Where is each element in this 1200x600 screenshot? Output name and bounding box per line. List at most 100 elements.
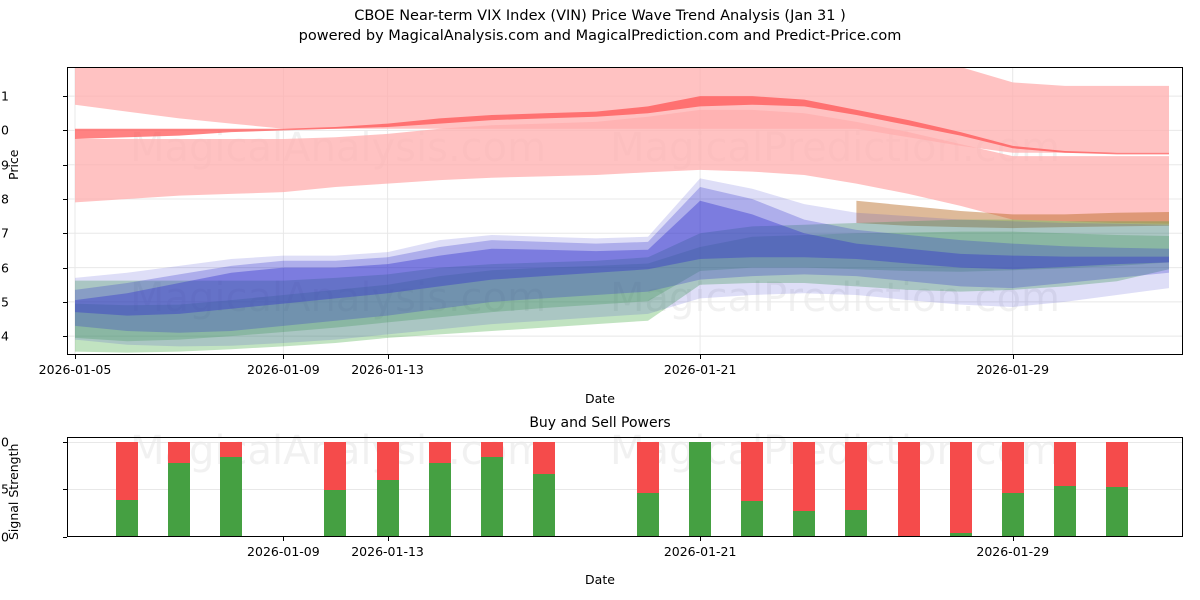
signal-bar-sell-segment [168, 441, 191, 463]
signal-bar [845, 437, 868, 537]
signal-bar-sell-segment [897, 441, 920, 537]
signal-bar-buy-segment [324, 490, 347, 537]
signal-xtick-mark [387, 537, 389, 541]
signal-bar-sell-segment [220, 441, 243, 457]
signal-xtick-mark [700, 537, 702, 541]
signal-bar-buy-segment [949, 533, 972, 537]
price-ytick-label: 21 [0, 88, 9, 104]
price-ytick-label: 16 [0, 260, 9, 276]
signal-bar [376, 437, 399, 537]
price-band-wave-blue-outer [75, 178, 1169, 347]
signal-bar-sell-segment [845, 441, 868, 511]
signal-bar [897, 437, 920, 537]
signal-bar-buy-segment [741, 500, 764, 537]
signal-xtick-mark [1012, 537, 1014, 541]
signal-bar-buy-segment [532, 474, 555, 537]
signal-xtick-label: 2026-01-29 [976, 544, 1050, 559]
signal-bar-sell-segment [1001, 441, 1024, 494]
signal-bar-sell-segment [532, 441, 555, 475]
signal-bar [480, 437, 503, 537]
price-ytick-mark [63, 267, 67, 269]
signal-bar-buy-segment [428, 462, 451, 537]
price-ytick-label: 19 [0, 157, 9, 173]
signal-axis-label-x: Date [585, 572, 615, 587]
price-ytick-mark [63, 164, 67, 166]
price-xtick-label: 2026-01-09 [247, 362, 320, 377]
price-ytick-label: 15 [0, 294, 9, 310]
signal-xtick-label: 2026-01-21 [663, 544, 737, 559]
signal-bar [220, 437, 243, 537]
price-ytick-mark [63, 130, 67, 132]
signal-bar-sell-segment [793, 441, 816, 512]
signal-bar-buy-segment [637, 493, 660, 537]
signal-ytick-label: 0.0 [0, 529, 9, 545]
price-wave-svg [67, 67, 1183, 355]
price-xtick-mark [283, 355, 285, 359]
price-xtick-mark [1012, 355, 1014, 359]
price-band-clip [67, 67, 1183, 355]
signal-bar-buy-segment [1105, 486, 1128, 537]
signal-plot-frame [67, 437, 1183, 537]
signal-xtick-label: 2026-01-09 [247, 544, 320, 559]
signal-ytick-label: 1.0 [0, 434, 9, 450]
price-ytick-label: 18 [0, 191, 9, 207]
title-line-1: CBOE Near-term VIX Index (VIN) Price Wav… [354, 8, 846, 24]
signal-bar [1053, 437, 1076, 537]
title-line-2: powered by MagicalAnalysis.com and Magic… [298, 28, 902, 44]
signal-bar-sell-segment [116, 441, 139, 500]
signal-bar [324, 437, 347, 537]
signal-bar [793, 437, 816, 537]
price-ytick-mark [63, 301, 67, 303]
price-axis-label-x: Date [585, 391, 615, 406]
signal-bar [637, 437, 660, 537]
signal-ytick-mark [63, 537, 67, 538]
price-band-wave-blue-core [75, 200, 1169, 316]
signal-bar [1105, 437, 1128, 537]
price-band-lower-resistance-outer [75, 109, 1169, 224]
signal-panel-title: Buy and Sell Powers [529, 415, 671, 431]
signal-bar-buy-segment [376, 479, 399, 537]
price-band-resistance-brown-overlap [856, 200, 1169, 229]
signal-bar [741, 437, 764, 537]
signal-plot-area [67, 437, 1183, 537]
signal-bar-buy-segment [845, 510, 868, 537]
price-band-wave-blue-mid [75, 187, 1169, 333]
signal-ytick-mark [63, 489, 67, 491]
signal-bar-buy-segment [793, 511, 816, 537]
price-band-support-green-outer [75, 219, 1169, 353]
signal-bars-clip [67, 437, 1183, 537]
signal-gridline [67, 489, 1183, 491]
signal-bar [532, 437, 555, 537]
price-band-support-green-inner [75, 231, 1169, 342]
price-xtick-label: 2026-01-29 [976, 362, 1050, 377]
signal-ytick-mark [63, 441, 67, 443]
signal-bar-sell-segment [637, 441, 660, 494]
price-ytick-label: 20 [0, 122, 9, 138]
signal-bar-buy-segment [116, 499, 139, 537]
signal-bar-buy-segment [220, 457, 243, 537]
price-ytick-label: 17 [0, 225, 9, 241]
signal-gridline [67, 441, 1183, 443]
signal-bar [689, 437, 712, 537]
signal-bar-buy-segment [480, 457, 503, 537]
signal-bar-buy-segment [168, 462, 191, 537]
page-title: CBOE Near-term VIX Index (VIN) Price Wav… [0, 6, 1200, 46]
signal-bar-buy-segment [1001, 493, 1024, 537]
price-ytick-mark [63, 233, 67, 235]
signal-bar [1001, 437, 1024, 537]
price-plot-area [67, 67, 1183, 355]
price-ytick-mark [63, 96, 67, 98]
signal-bar [949, 437, 972, 537]
signal-bar-sell-segment [949, 441, 972, 534]
signal-ytick-label: 0.5 [0, 481, 9, 497]
signal-bar-sell-segment [376, 441, 399, 480]
signal-bar [116, 437, 139, 537]
price-xtick-label: 2026-01-21 [663, 362, 737, 377]
signal-bar-buy-segment [1053, 485, 1076, 537]
signal-bar-sell-segment [741, 441, 764, 501]
price-plot-frame [67, 67, 1183, 355]
signal-bar-sell-segment [1053, 441, 1076, 486]
price-ytick-mark [63, 199, 67, 200]
signal-bar [168, 437, 191, 537]
